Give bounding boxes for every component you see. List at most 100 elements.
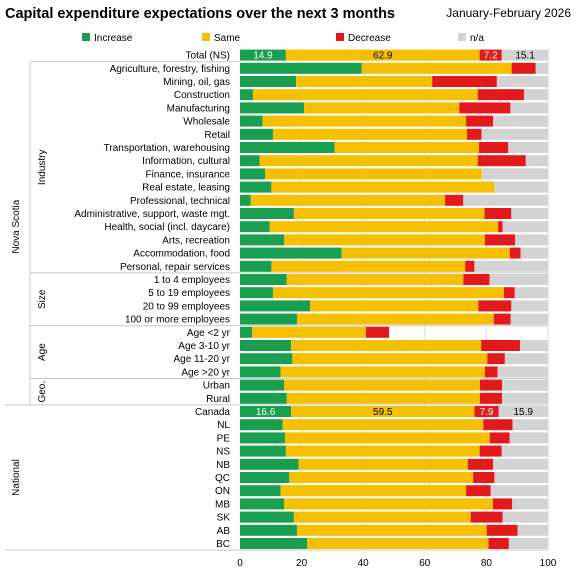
bar-n-a — [474, 260, 548, 272]
x-tick-label: 60 — [419, 558, 431, 569]
bar-decrease — [477, 89, 524, 101]
bar-same — [259, 155, 478, 167]
bar-decrease — [477, 155, 526, 167]
x-tick-label: 40 — [358, 558, 370, 569]
bar-increase — [240, 498, 285, 510]
chart-title: Capital expenditure expectations over th… — [5, 6, 395, 22]
bar-decrease — [511, 62, 536, 74]
bar-n-a — [510, 102, 548, 114]
bar-same — [272, 287, 504, 299]
bar-decrease — [481, 340, 520, 351]
bar-increase — [240, 392, 287, 404]
bar-decrease — [463, 274, 490, 285]
bar-increase — [240, 76, 297, 87]
category-label: 100 or more employees — [125, 315, 230, 326]
category-label: Administrative, support, waste mgt. — [74, 209, 230, 220]
bar-same — [296, 524, 487, 536]
bar-increase — [240, 485, 281, 497]
bar-decrease — [492, 498, 513, 510]
bar-n-a — [496, 76, 548, 87]
category-label: Professional, technical — [130, 196, 230, 207]
bar-decrease — [466, 128, 482, 140]
bar-same — [296, 313, 494, 325]
data-label: 7.2 — [484, 51, 498, 62]
bar-n-a — [490, 485, 548, 497]
category-label: 1 to 4 employees — [154, 275, 230, 286]
bar-same — [262, 115, 467, 127]
bar-same — [250, 194, 446, 206]
bar-same — [292, 353, 488, 365]
bar-n-a — [481, 168, 548, 180]
bar-n-a — [502, 379, 548, 391]
group-labels: Industry Size Age Geo. Nova Scotia National — [11, 150, 48, 496]
bar-n-a — [511, 300, 548, 312]
bar-same — [341, 247, 510, 259]
bar-decrease — [479, 142, 509, 153]
bar-decrease — [484, 234, 516, 246]
bar-decrease — [479, 379, 503, 391]
bar-increase — [240, 445, 286, 457]
bar-increase — [240, 287, 273, 299]
bar-increase — [240, 524, 297, 536]
bar-same — [271, 260, 466, 272]
group-separators — [5, 61, 548, 551]
outer-group-label: National — [11, 459, 22, 496]
bars: 14.9 62.9 7.2 15.1 16.6 59.5 7.9 15.9 — [240, 49, 549, 549]
category-label: Personal, repair services — [120, 262, 230, 273]
bar-n-a — [525, 155, 548, 167]
bar-same — [291, 406, 475, 417]
bar-increase — [240, 260, 272, 272]
bar-decrease — [488, 538, 509, 549]
bar-decrease — [479, 49, 502, 61]
category-label: Arts, recreation — [162, 235, 230, 246]
bar-same — [304, 102, 460, 114]
bar-same — [285, 445, 480, 457]
category-label: Age 11-20 yr — [173, 354, 230, 365]
bar-increase — [240, 115, 263, 127]
bar-decrease — [432, 76, 497, 87]
data-label: 59.5 — [373, 407, 393, 418]
bar-increase — [240, 128, 273, 140]
bar-n-a — [523, 89, 548, 101]
bar-n-a — [520, 247, 548, 259]
bar-increase — [240, 181, 272, 193]
x-tick-label: 0 — [237, 558, 243, 569]
bar-same — [280, 366, 485, 378]
bar-increase — [240, 274, 287, 285]
bar-decrease — [487, 353, 505, 365]
category-label: Age >20 yr — [181, 367, 230, 378]
bar-decrease — [473, 472, 495, 483]
bar-increase — [240, 102, 305, 114]
category-label: BC — [216, 539, 230, 550]
category-label: Mining, oil, gas — [163, 77, 230, 88]
group-label: Industry — [37, 150, 48, 186]
bar-increase — [240, 142, 335, 153]
category-label: Transportation, warehousing — [104, 143, 230, 154]
category-label: AB — [217, 526, 231, 537]
category-label: PE — [217, 433, 231, 444]
category-label: Wholesale — [183, 117, 230, 128]
bar-decrease — [365, 326, 390, 338]
x-tick-label: 100 — [540, 558, 557, 569]
category-label: MB — [215, 499, 230, 510]
bar-n-a — [497, 366, 548, 378]
bar-decrease — [486, 524, 518, 536]
category-label: SK — [217, 513, 231, 524]
bar-n-a — [512, 498, 548, 510]
bar-same — [284, 379, 480, 391]
outer-group-label: Nova Scotia — [11, 199, 22, 253]
bar-n-a — [502, 511, 548, 523]
bar-increase — [240, 511, 294, 523]
bar-same — [252, 89, 478, 101]
category-label: Rural — [206, 394, 230, 405]
category-label: Health, social (incl. daycare) — [104, 222, 230, 233]
bar-same — [284, 498, 493, 510]
bar-decrease — [489, 432, 510, 444]
category-label: NS — [216, 447, 230, 458]
category-label: NB — [216, 460, 230, 471]
bar-same — [307, 538, 489, 549]
legend-swatch-same — [202, 33, 210, 41]
bar-n-a — [514, 287, 548, 299]
bar-n-a — [493, 115, 548, 127]
category-label: Urban — [203, 381, 230, 392]
